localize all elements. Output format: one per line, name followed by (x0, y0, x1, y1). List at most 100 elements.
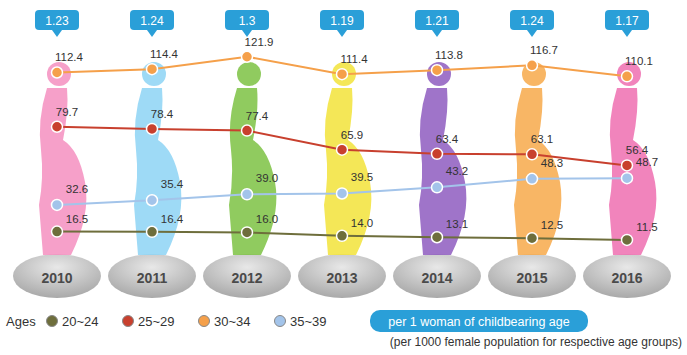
data-label: 43.2 (446, 165, 468, 177)
series-marker (622, 160, 633, 171)
tfr-callout: 1.3 (225, 10, 269, 37)
x-tick-label: 2015 (516, 270, 547, 286)
data-label: 39.0 (256, 172, 278, 184)
tfr-box (605, 10, 649, 30)
series-marker (147, 64, 158, 75)
x-tick-label: 2013 (326, 270, 357, 286)
data-label: 16.0 (256, 213, 278, 225)
series-marker (242, 125, 253, 136)
data-label: 35.4 (161, 178, 184, 190)
year-base (108, 254, 196, 298)
data-label: 111.4 (340, 53, 368, 65)
series-marker (432, 232, 443, 243)
data-label: 121.9 (245, 36, 274, 48)
data-label: 11.5 (636, 221, 658, 233)
year-base (13, 254, 101, 298)
x-tick-label: 2010 (41, 270, 72, 286)
decoration (13, 62, 671, 298)
data-label: 13.1 (446, 218, 468, 230)
data-label: 112.4 (55, 51, 84, 63)
legend: Ages20~2425~2930~3435~39per 1 woman of c… (6, 310, 682, 349)
data-label: 39.5 (351, 171, 373, 183)
tfr-label: 1.19 (330, 14, 354, 28)
series-marker (147, 195, 158, 206)
data-label: 32.6 (66, 183, 88, 195)
tfr-box (510, 10, 554, 30)
series-marker (622, 71, 633, 82)
tfr-label: 1.23 (45, 14, 69, 28)
tfr-callout: 1.21 (415, 10, 459, 37)
data-label: 16.5 (66, 213, 88, 225)
tfr-label: 1.24 (520, 14, 544, 28)
tfr-label: 1.24 (140, 14, 164, 28)
plot-area (52, 51, 633, 245)
tfr-pointer (622, 30, 632, 37)
tfr-pointer (432, 30, 442, 37)
silhouette-head (237, 62, 261, 86)
series-line (57, 178, 627, 205)
silhouette-head (427, 62, 451, 86)
series-marker (52, 226, 63, 237)
data-label: 113.8 (435, 49, 463, 61)
data-label: 14.0 (351, 217, 373, 229)
silhouette-head (142, 62, 166, 86)
tfr-callout: 1.23 (35, 10, 79, 37)
tfr-pointer (52, 30, 62, 37)
data-label: 63.4 (436, 133, 459, 145)
legend-label: 30~34 (214, 314, 251, 329)
data-label: 116.7 (530, 44, 558, 56)
legend-label: 20~24 (62, 314, 99, 329)
data-label: 16.4 (161, 213, 184, 225)
data-label: 48.7 (636, 156, 658, 168)
series-marker (337, 144, 348, 155)
series-marker (242, 189, 253, 200)
data-label: 110.1 (625, 55, 653, 67)
tfr-label: 1.17 (615, 14, 639, 28)
tfr-callout: 1.17 (605, 10, 649, 37)
x-tick-label: 2012 (231, 270, 262, 286)
series-marker (432, 148, 443, 159)
tfr-callout: 1.19 (320, 10, 364, 37)
tfr-pointer (527, 30, 537, 37)
x-tick-label: 2016 (611, 270, 642, 286)
note: (per 1000 female population for respecti… (390, 335, 682, 349)
series-marker (242, 227, 253, 238)
data-label: 77.4 (246, 110, 269, 122)
legend-swatch (275, 316, 286, 327)
year-base (393, 254, 481, 298)
tfr-box (320, 10, 364, 30)
series-marker (622, 173, 633, 184)
tfr-box (415, 10, 459, 30)
series-marker (147, 123, 158, 134)
series-marker (147, 226, 158, 237)
tfr-callout: 1.24 (130, 10, 174, 37)
silhouette-body (134, 88, 181, 255)
tfr-pointer (147, 30, 157, 37)
x-tick-label: 2011 (137, 270, 168, 286)
tfr-legend-label: per 1 woman of childbearing age (388, 315, 569, 329)
series-marker (527, 233, 538, 244)
series-marker (242, 51, 253, 62)
series-marker (527, 173, 538, 184)
data-label: 65.9 (341, 129, 363, 141)
tfr-box (35, 10, 79, 30)
data-label: 78.4 (151, 108, 174, 120)
data-label: 114.4 (150, 48, 179, 60)
series-marker (52, 67, 63, 78)
series-marker (622, 234, 633, 245)
series-marker (337, 188, 348, 199)
legend-swatch (47, 316, 58, 327)
year-base (203, 254, 291, 298)
series-marker (52, 199, 63, 210)
series-marker (527, 149, 538, 160)
year-base (298, 254, 386, 298)
silhouette-body (39, 88, 86, 255)
legend-label: 25~29 (138, 314, 175, 329)
data-label: 63.1 (531, 133, 553, 145)
legend-label: 35~39 (290, 314, 327, 329)
data-label: 12.5 (541, 219, 563, 231)
year-base (583, 254, 671, 298)
tfr-pointer (337, 30, 347, 37)
tfr-label: 1.3 (239, 14, 256, 28)
legend-swatch (199, 316, 210, 327)
